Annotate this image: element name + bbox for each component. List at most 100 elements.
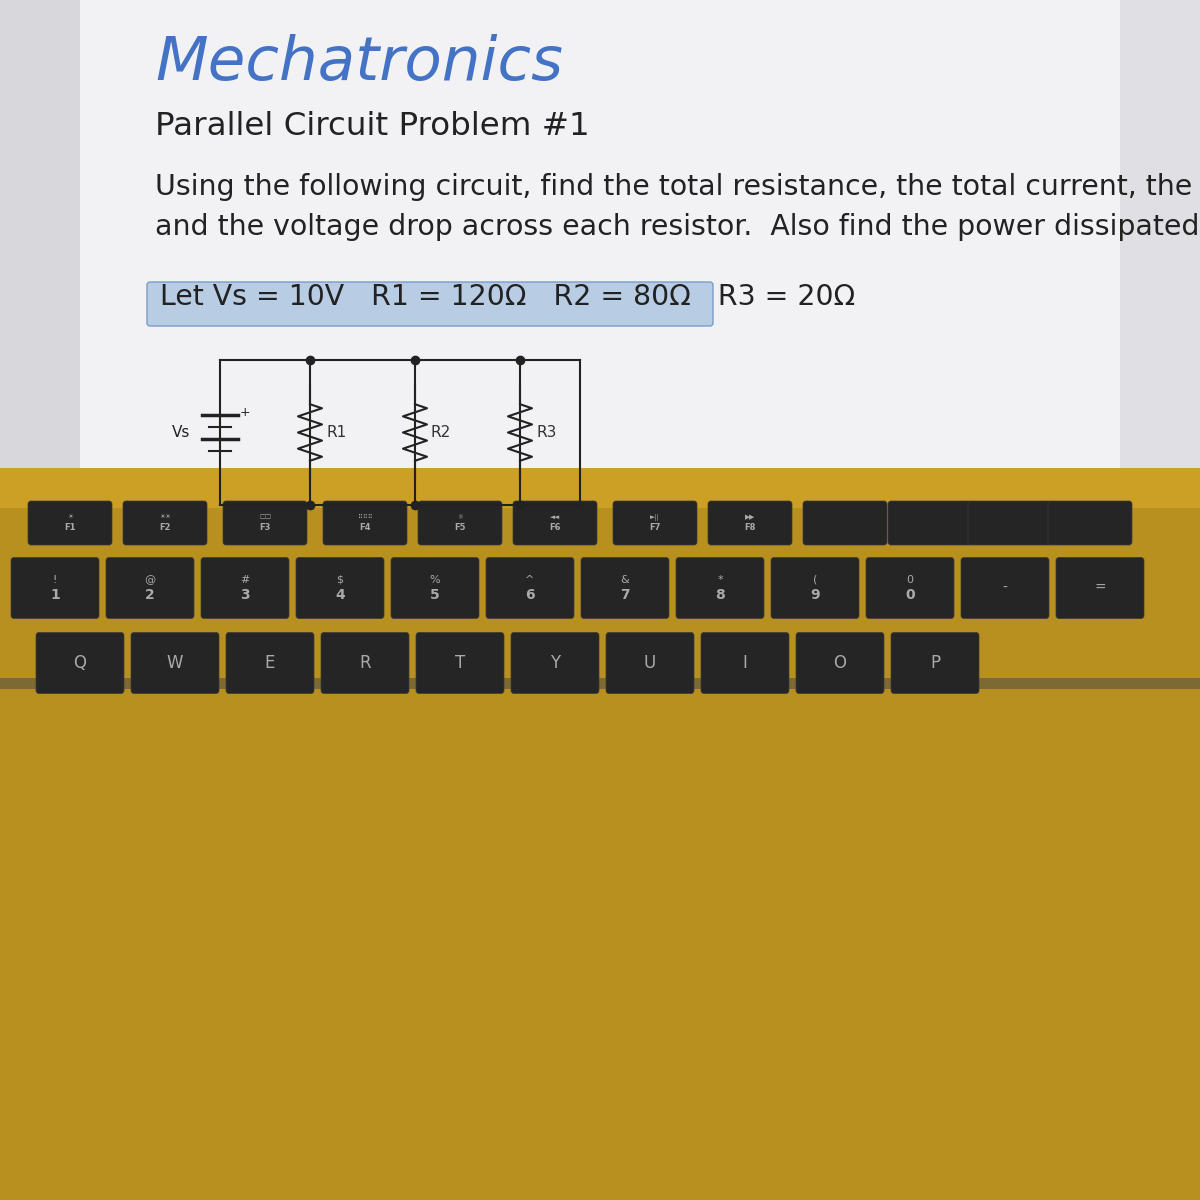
Text: ⠿⠿⠿: ⠿⠿⠿ — [358, 515, 372, 521]
FancyBboxPatch shape — [323, 502, 407, 545]
FancyBboxPatch shape — [968, 502, 1052, 545]
Text: ☀☀: ☀☀ — [158, 515, 172, 521]
FancyBboxPatch shape — [124, 502, 208, 545]
Text: Y: Y — [550, 654, 560, 672]
Text: F2: F2 — [160, 523, 170, 532]
Text: T: T — [455, 654, 466, 672]
Text: 2: 2 — [145, 588, 155, 601]
FancyBboxPatch shape — [890, 632, 979, 694]
Text: F6: F6 — [550, 523, 560, 532]
Text: ☐☐: ☐☐ — [259, 515, 271, 521]
FancyBboxPatch shape — [106, 558, 194, 618]
Text: 9: 9 — [810, 588, 820, 601]
FancyBboxPatch shape — [223, 502, 307, 545]
FancyBboxPatch shape — [296, 558, 384, 618]
Text: ☀: ☀ — [67, 515, 73, 521]
Text: W: W — [167, 654, 184, 672]
FancyBboxPatch shape — [866, 558, 954, 618]
Text: I: I — [743, 654, 748, 672]
Text: F7: F7 — [649, 523, 661, 532]
FancyBboxPatch shape — [1056, 558, 1144, 618]
Text: Using the following circuit, find the total resistance, the total current, the c: Using the following circuit, find the to… — [155, 173, 1200, 200]
FancyBboxPatch shape — [511, 632, 599, 694]
Bar — [0, 678, 1200, 689]
FancyBboxPatch shape — [796, 632, 884, 694]
Text: &: & — [620, 575, 629, 584]
Text: F3: F3 — [259, 523, 271, 532]
Text: $: $ — [336, 575, 343, 584]
FancyBboxPatch shape — [701, 632, 790, 694]
Text: 1: 1 — [50, 588, 60, 601]
FancyBboxPatch shape — [606, 632, 694, 694]
FancyBboxPatch shape — [36, 632, 124, 694]
FancyBboxPatch shape — [961, 558, 1049, 618]
FancyBboxPatch shape — [1048, 502, 1132, 545]
FancyBboxPatch shape — [772, 558, 859, 618]
Text: R2: R2 — [431, 425, 451, 440]
FancyBboxPatch shape — [581, 558, 670, 618]
FancyBboxPatch shape — [613, 502, 697, 545]
FancyBboxPatch shape — [514, 502, 598, 545]
Text: 7: 7 — [620, 588, 630, 601]
Text: *: * — [718, 575, 722, 584]
Bar — [0, 468, 1200, 1200]
Text: Q: Q — [73, 654, 86, 672]
Bar — [0, 0, 80, 660]
Text: and the voltage drop across each resistor.  Also find the power dissipated in ea: and the voltage drop across each resisto… — [155, 214, 1200, 241]
Text: 8: 8 — [715, 588, 725, 601]
FancyBboxPatch shape — [226, 632, 314, 694]
Text: +: + — [240, 406, 251, 419]
Bar — [0, 0, 1200, 660]
Text: 0: 0 — [906, 575, 913, 584]
Text: ☼: ☼ — [457, 515, 463, 521]
Text: O: O — [834, 654, 846, 672]
FancyBboxPatch shape — [322, 632, 409, 694]
Text: P: P — [930, 654, 940, 672]
Text: ▶▶: ▶▶ — [745, 515, 755, 521]
Text: (: ( — [812, 575, 817, 584]
Text: R: R — [359, 654, 371, 672]
Text: Vs: Vs — [172, 425, 190, 440]
Text: 5: 5 — [430, 588, 440, 601]
Text: 4: 4 — [335, 588, 344, 601]
Text: #: # — [240, 575, 250, 584]
FancyBboxPatch shape — [803, 502, 887, 545]
Bar — [1120, 0, 1200, 660]
Text: F5: F5 — [455, 523, 466, 532]
FancyBboxPatch shape — [11, 558, 98, 618]
Bar — [0, 660, 1200, 732]
Text: R1: R1 — [326, 425, 347, 440]
Text: 3: 3 — [240, 588, 250, 601]
FancyBboxPatch shape — [416, 632, 504, 694]
Text: Parallel Circuit Problem #1: Parallel Circuit Problem #1 — [155, 110, 589, 142]
Text: 0: 0 — [905, 588, 914, 601]
Text: E: E — [265, 654, 275, 672]
Text: =: = — [1094, 581, 1106, 595]
Text: 6: 6 — [526, 588, 535, 601]
Text: F4: F4 — [359, 523, 371, 532]
Text: ^: ^ — [526, 575, 535, 584]
Bar — [0, 468, 1200, 508]
FancyBboxPatch shape — [131, 632, 220, 694]
FancyBboxPatch shape — [676, 558, 764, 618]
Text: F8: F8 — [744, 523, 756, 532]
FancyBboxPatch shape — [28, 502, 112, 545]
FancyBboxPatch shape — [148, 282, 713, 326]
Text: @: @ — [144, 575, 156, 584]
FancyBboxPatch shape — [202, 558, 289, 618]
Text: !: ! — [53, 575, 58, 584]
Text: ◄◄: ◄◄ — [550, 515, 560, 521]
Text: ►||: ►|| — [650, 514, 660, 521]
Text: -: - — [1002, 581, 1008, 595]
Text: F1: F1 — [65, 523, 76, 532]
FancyBboxPatch shape — [888, 502, 972, 545]
FancyBboxPatch shape — [418, 502, 502, 545]
Text: Let Vs = 10V   R1 = 120Ω   R2 = 80Ω   R3 = 20Ω: Let Vs = 10V R1 = 120Ω R2 = 80Ω R3 = 20Ω — [160, 283, 856, 311]
FancyBboxPatch shape — [708, 502, 792, 545]
Text: R3: R3 — [536, 425, 557, 440]
FancyBboxPatch shape — [486, 558, 574, 618]
Text: U: U — [644, 654, 656, 672]
Text: Mechatronics: Mechatronics — [155, 34, 563, 92]
Text: %: % — [430, 575, 440, 584]
FancyBboxPatch shape — [391, 558, 479, 618]
